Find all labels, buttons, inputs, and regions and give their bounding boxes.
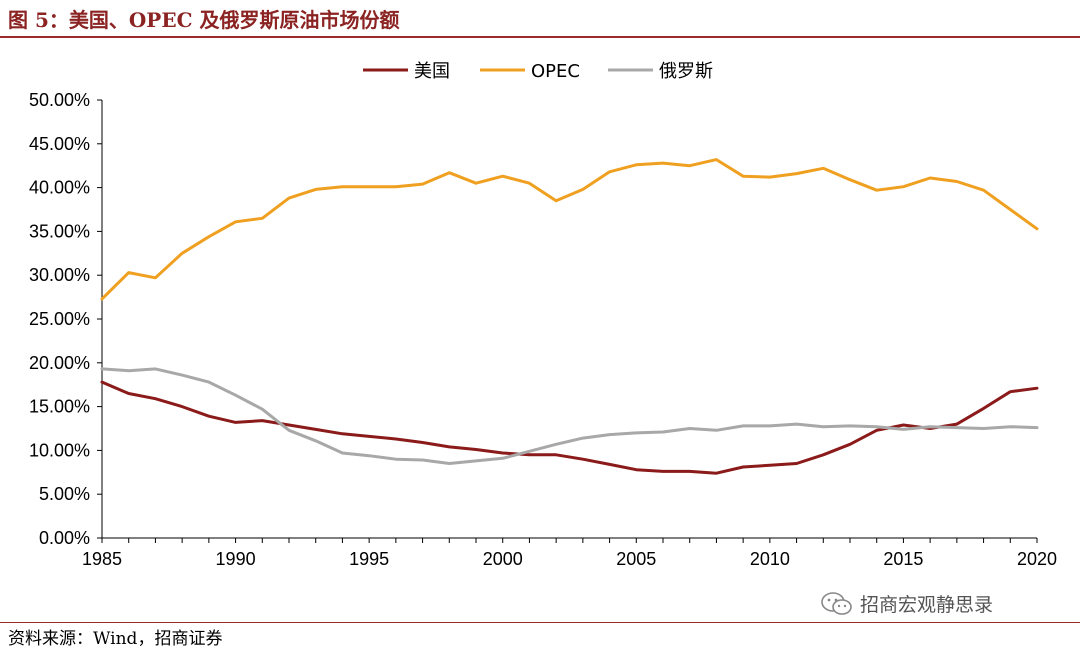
- x-tick-label: 2005: [616, 549, 656, 569]
- y-tick-label: 0.00%: [39, 528, 90, 548]
- y-tick-label: 40.00%: [29, 178, 90, 198]
- x-tick-label: 2015: [883, 549, 923, 569]
- legend-label: 俄罗斯: [659, 61, 713, 82]
- axes: 0.00% 5.00% 10.00% 15.00% 20.00% 25.00% 30.00%…: [29, 90, 1057, 569]
- x-tick-label: 1990: [216, 549, 256, 569]
- y-tick-label: 50.00%: [29, 90, 90, 110]
- x-tick-label: 2020: [1017, 549, 1057, 569]
- line-chart: 美国 OPEC 俄罗斯 0.00% 5.00% 10.00% 15.00% 20.00% 25…: [29, 61, 1057, 569]
- y-tick-label: 20.00%: [29, 353, 90, 373]
- legend-label: 美国: [414, 61, 450, 82]
- wechat-icon: [821, 591, 852, 615]
- series-line-0: [100, 380, 1039, 475]
- legend: 美国 OPEC 俄罗斯: [363, 61, 713, 82]
- title-divider: [0, 36, 1080, 38]
- footer-divider: [0, 622, 1080, 623]
- y-tick-label: 5.00%: [39, 484, 90, 504]
- source-note: 资料来源：Wind，招商证券: [8, 629, 223, 649]
- y-tick-label: 15.00%: [29, 397, 90, 417]
- watermark: 招商宏观静思录: [820, 590, 993, 617]
- series-line-1: [100, 158, 1039, 301]
- figure-title: 图 5：美国、OPEC 及俄罗斯原油市场份额: [8, 8, 400, 32]
- x-tick-label: 1995: [349, 549, 389, 569]
- y-tick-label: 35.00%: [29, 221, 90, 241]
- y-tick-label: 45.00%: [29, 134, 90, 154]
- series-layer: [100, 158, 1039, 475]
- x-tick-label: 2010: [750, 549, 790, 569]
- y-tick-label: 30.00%: [29, 265, 90, 285]
- legend-label: OPEC: [531, 61, 580, 82]
- x-tick-label: 2000: [483, 549, 523, 569]
- watermark-text: 招商宏观静思录: [860, 594, 994, 616]
- series-line-2: [100, 367, 1039, 465]
- y-tick-label: 25.00%: [29, 309, 90, 329]
- x-tick-label: 1985: [82, 549, 122, 569]
- y-tick-label: 10.00%: [29, 440, 90, 460]
